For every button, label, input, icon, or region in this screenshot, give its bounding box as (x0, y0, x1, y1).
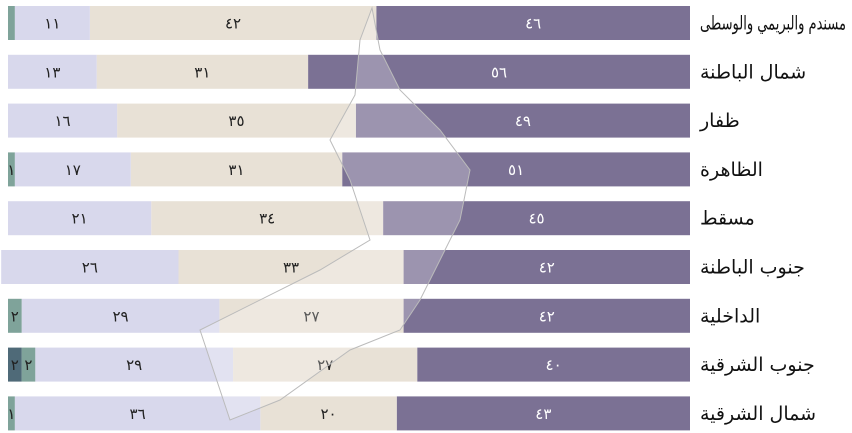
value-label: ١٦ (54, 112, 70, 130)
bar-segment (403, 250, 690, 284)
bar-segment (151, 201, 384, 236)
value-label: ١٣ (44, 63, 60, 81)
value-label: ٤٣ (535, 405, 551, 423)
value-label: ٢١ (72, 210, 88, 228)
value-label: ١٧ (65, 161, 81, 179)
bar-segment (8, 54, 97, 89)
bar-segment (14, 396, 261, 431)
bar-segment (417, 347, 690, 382)
category-label: الظاهرة (700, 159, 763, 181)
value-label: ٣٥ (228, 112, 244, 130)
value-label: ٢٧ (317, 356, 333, 374)
value-label: ١ (7, 161, 15, 179)
category-label: مسندم والبريمي والوسطى (700, 13, 846, 35)
value-label: ٢٩ (126, 356, 142, 374)
bar-segment (117, 103, 356, 138)
value-label: ٤٦ (525, 15, 541, 33)
value-label: ٢ (11, 356, 19, 374)
value-label: ٣٣ (283, 259, 299, 277)
value-label: ٤٥ (528, 210, 544, 228)
bar-segment (8, 103, 118, 138)
category-label: شمال الباطنة (700, 61, 806, 83)
bar-segment (376, 6, 690, 40)
bar-segment (403, 298, 690, 333)
bar-segment (130, 152, 343, 187)
bar-segment (89, 6, 377, 40)
category-label: جنوب الباطنة (700, 257, 805, 279)
bar-segment (8, 298, 22, 333)
bar-segment (396, 396, 690, 431)
bar-segment (8, 201, 152, 236)
value-label: ٢٩ (112, 307, 128, 325)
bar-segment (35, 347, 234, 382)
bar-segment (21, 298, 220, 333)
bar-segment (355, 103, 690, 138)
value-label: ٣٤ (259, 210, 275, 228)
value-label: ٢ (24, 356, 32, 374)
bar-segment (8, 152, 15, 187)
value-label: ٢ (11, 307, 19, 325)
value-label: ٢٠ (320, 405, 336, 423)
value-label: ١١ (44, 15, 60, 33)
bar-segment (1, 250, 179, 284)
value-label: ٤٠ (546, 356, 562, 374)
value-label: ٢٦ (82, 259, 98, 277)
bar-segment (21, 347, 36, 382)
category-label: الداخلية (700, 305, 760, 327)
value-label: ٥٦ (491, 63, 507, 81)
category-label: جنوب الشرقية (700, 354, 815, 376)
value-label: ٣١ (194, 63, 210, 81)
bar-segment (233, 347, 418, 382)
category-label: شمال الشرقية (700, 403, 816, 425)
bar-segment (178, 250, 404, 284)
value-label: ٣١ (228, 161, 244, 179)
bar-segment (8, 347, 22, 382)
bar-segment (342, 152, 690, 187)
value-label: ٤٢ (225, 15, 241, 33)
bar-segment (8, 396, 15, 431)
value-label: ٥١ (508, 161, 524, 179)
value-label: ٣٦ (130, 405, 146, 423)
bar-segment (14, 6, 90, 40)
value-label: ٢٧ (303, 307, 319, 325)
bar-segment (383, 201, 690, 236)
map-decoration (199, 6, 471, 421)
value-label: ٤٢ (539, 259, 555, 277)
value-label: ٤٢ (539, 307, 555, 325)
bar-segment (8, 6, 15, 40)
bar-segment (308, 54, 690, 89)
value-label: ٤٩ (515, 112, 531, 130)
bar-segment (14, 152, 131, 187)
bar-segment (96, 54, 309, 89)
value-label: ١ (7, 405, 15, 423)
bar-segment (260, 396, 397, 431)
category-label: مسقط (700, 208, 755, 230)
category-label: ظفار (699, 110, 740, 132)
